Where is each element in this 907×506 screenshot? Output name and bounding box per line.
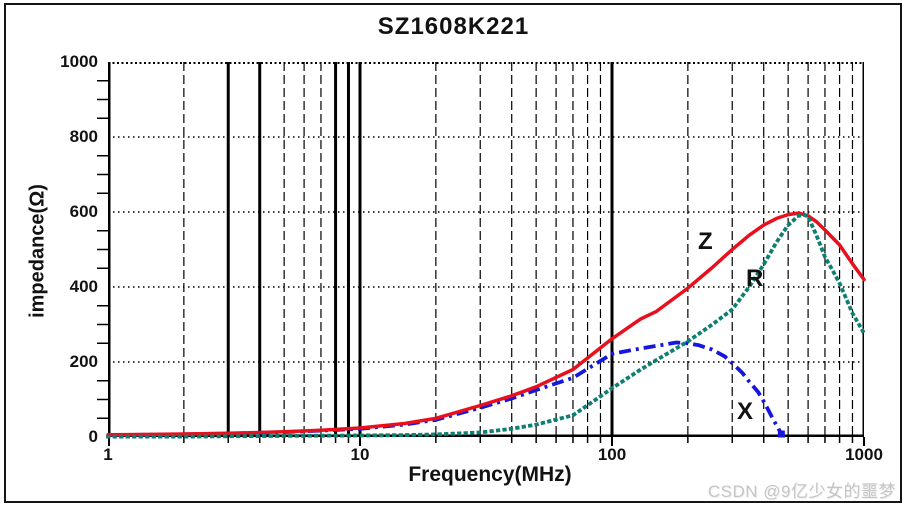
plot-svg — [97, 62, 867, 446]
y-tick-label-200: 200 — [69, 352, 98, 371]
y-tick-label-600: 600 — [69, 202, 98, 221]
x-tick-label-1000: 1000 — [845, 445, 883, 464]
chart-title: SZ1608K221 — [377, 13, 530, 40]
series-x-curve — [107, 340, 784, 437]
x-tick-label-1: 1 — [103, 445, 113, 464]
series-z-curve — [106, 211, 866, 437]
csdn-watermark: CSDN @9亿少女的噩梦 — [707, 482, 896, 501]
series-r-curve — [106, 213, 867, 439]
y-tick-label-800: 800 — [69, 127, 98, 146]
y-tick-label-400: 400 — [69, 277, 98, 296]
x-tick-label-100: 100 — [597, 445, 627, 464]
x-axis-title: Frequency(MHz) — [408, 463, 572, 486]
curve-label-x: X — [737, 398, 754, 425]
series-x-end-marker — [777, 430, 785, 438]
x-tick-label-10: 10 — [350, 445, 370, 464]
y-tick-label-1000: 1000 — [60, 52, 98, 71]
outer-frame-border — [4, 3, 902, 503]
curve-label-z: Z — [698, 228, 713, 255]
curve-label-r: R — [746, 265, 764, 292]
y-tick-label-0: 0 — [88, 427, 98, 446]
